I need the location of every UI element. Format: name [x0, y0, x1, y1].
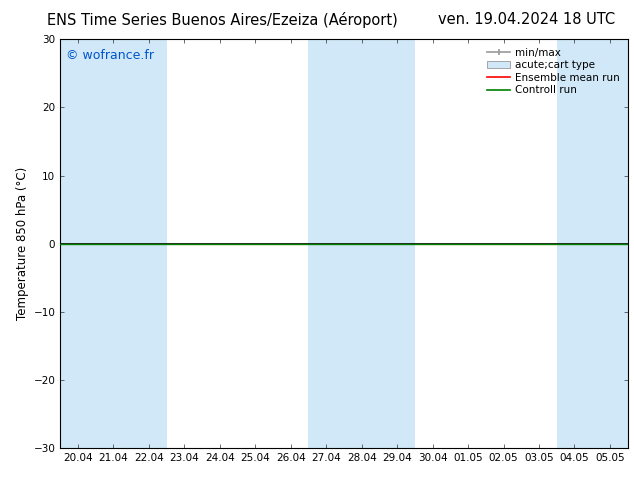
Bar: [96, 39, 131, 448]
Text: ENS Time Series Buenos Aires/Ezeiza (Aéroport): ENS Time Series Buenos Aires/Ezeiza (Aér…: [46, 12, 398, 28]
Bar: [557, 39, 592, 448]
Bar: [60, 39, 96, 448]
Legend: min/max, acute;cart type, Ensemble mean run, Controll run: min/max, acute;cart type, Ensemble mean …: [484, 45, 623, 98]
Text: © wofrance.fr: © wofrance.fr: [66, 49, 154, 62]
Text: ven. 19.04.2024 18 UTC: ven. 19.04.2024 18 UTC: [438, 12, 615, 27]
Bar: [344, 39, 379, 448]
Bar: [379, 39, 415, 448]
Y-axis label: Temperature 850 hPa (°C): Temperature 850 hPa (°C): [16, 167, 29, 320]
Bar: [592, 39, 628, 448]
Bar: [131, 39, 167, 448]
Bar: [309, 39, 344, 448]
